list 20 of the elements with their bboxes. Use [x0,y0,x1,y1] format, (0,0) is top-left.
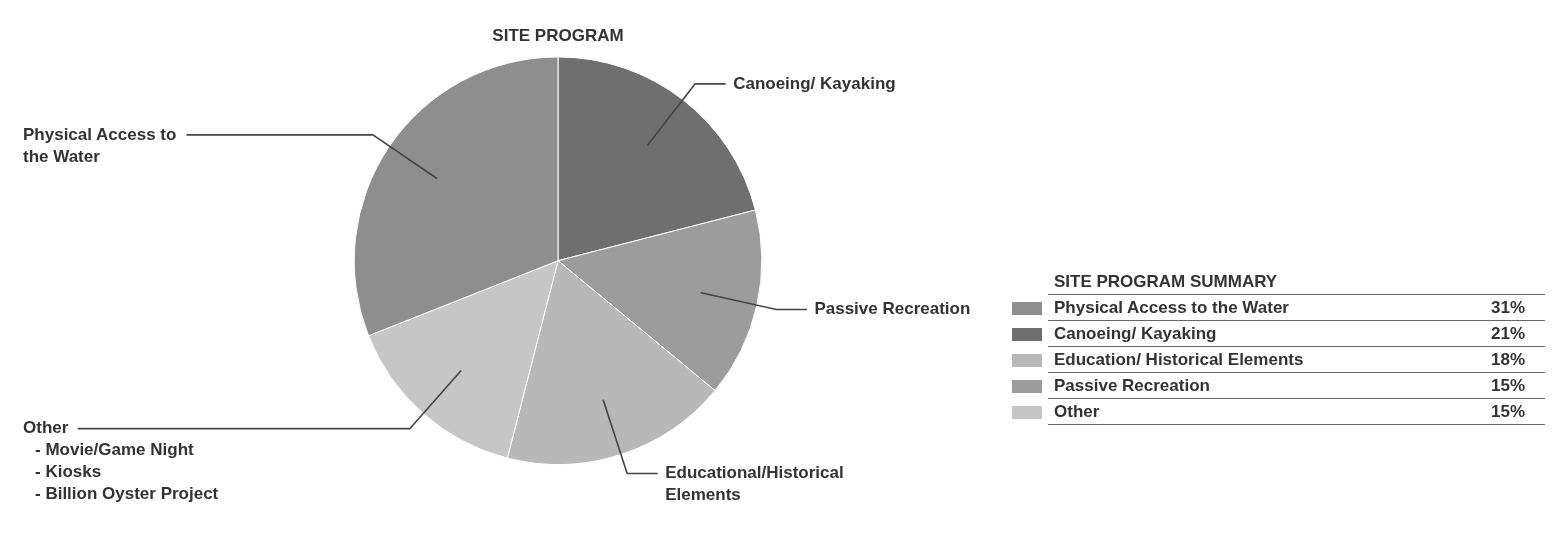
text: 31% [1490,297,1525,317]
chart-title: SITE PROGRAM [492,25,624,45]
text: SITE PROGRAM SUMMARY [1048,270,1545,295]
category-label: Passive Recreation [1054,375,1211,396]
slice-label: Other [23,418,69,438]
slice-label: Passive Recreation [814,299,971,319]
slice-label: Physical Access to the Water [23,124,177,166]
category-label: Canoeing/ Kayaking [1054,323,1218,344]
slice-label: Canoeing/ Kayaking [733,73,896,93]
text: - Billion Oyster Project [35,484,219,504]
category-label: Education/ Historical Elements [1054,349,1305,370]
text: 15% [1490,375,1525,395]
category-label: Physical Access to the Water [1054,297,1290,318]
text: - Kiosks [35,462,102,482]
text: 21% [1490,323,1525,343]
category-label: Other [1054,401,1101,422]
slice-label: Educational/Historical Elements [665,463,844,505]
text: - Movie/Game Night [35,440,195,460]
text: 15% [1490,401,1525,421]
text: 18% [1490,349,1525,369]
